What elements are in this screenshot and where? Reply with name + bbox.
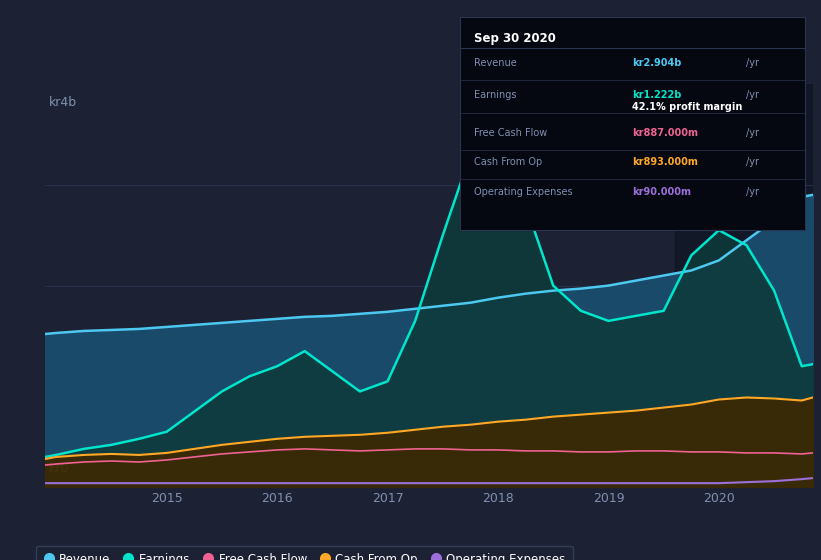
Text: Sep 30 2020: Sep 30 2020 (474, 32, 556, 45)
Legend: Revenue, Earnings, Free Cash Flow, Cash From Op, Operating Expenses: Revenue, Earnings, Free Cash Flow, Cash … (35, 545, 572, 560)
Text: /yr: /yr (746, 187, 759, 197)
Text: Cash From Op: Cash From Op (474, 157, 542, 167)
Text: kr4b: kr4b (49, 96, 77, 109)
Text: kr0: kr0 (49, 462, 69, 475)
Text: Earnings: Earnings (474, 90, 516, 100)
Text: kr90.000m: kr90.000m (632, 187, 691, 197)
Text: kr887.000m: kr887.000m (632, 128, 698, 138)
Text: 42.1% profit margin: 42.1% profit margin (632, 102, 742, 112)
Text: Free Cash Flow: Free Cash Flow (474, 128, 547, 138)
Text: kr893.000m: kr893.000m (632, 157, 698, 167)
Text: /yr: /yr (746, 58, 759, 68)
Text: /yr: /yr (746, 157, 759, 167)
Text: kr1.222b: kr1.222b (632, 90, 681, 100)
Text: Revenue: Revenue (474, 58, 516, 68)
Bar (675, 84, 813, 487)
Text: kr2.904b: kr2.904b (632, 58, 681, 68)
Text: /yr: /yr (746, 90, 759, 100)
Text: Operating Expenses: Operating Expenses (474, 187, 572, 197)
Text: /yr: /yr (746, 128, 759, 138)
